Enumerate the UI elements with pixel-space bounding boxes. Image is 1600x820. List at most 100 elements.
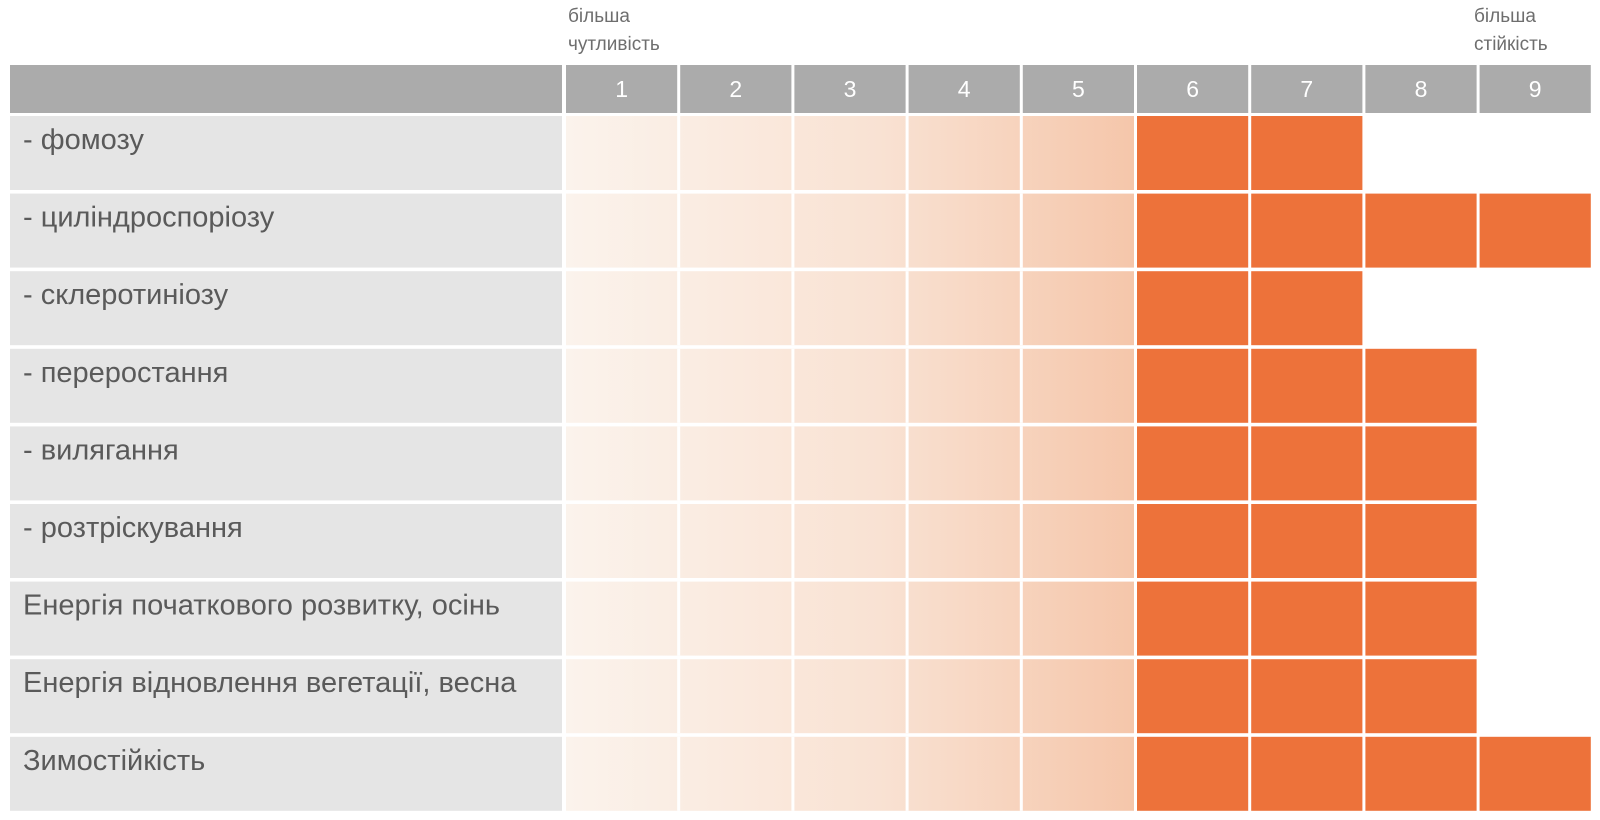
row-label: Енергія початкового розвитку, осінь: [23, 590, 500, 622]
rating-cell-7: [1251, 193, 1363, 268]
row-label-cell: [10, 581, 562, 656]
rating-cell-7: [1251, 271, 1363, 346]
row-gradient-separator: [677, 426, 681, 501]
header-cell-5: [1022, 65, 1134, 113]
row-gradient: [566, 348, 1134, 423]
rating-cell-7: [1251, 659, 1363, 734]
row-label: Енергія відновлення вегетації, весна: [23, 667, 517, 699]
row-label: - циліндроспоріозу: [23, 202, 275, 234]
rating-cell-9: [1479, 736, 1591, 811]
note-right-line2: стійкість: [1474, 34, 1548, 55]
row-label: - фомозу: [23, 124, 144, 156]
row-gradient-separator: [1019, 581, 1023, 656]
scale-label-5: 5: [1072, 76, 1085, 102]
row-label-cell: [10, 504, 562, 578]
row-gradient-separator: [677, 116, 681, 190]
row-gradient-separator: [905, 116, 909, 190]
row-gradient-separator: [677, 271, 681, 346]
rating-cell-7: [1251, 426, 1363, 501]
row-label-cell: [10, 348, 562, 423]
row-gradient: [566, 426, 1134, 501]
row-gradient-separator: [905, 348, 909, 423]
note-right-line1: більша: [1474, 6, 1536, 27]
row-label-cell: [10, 659, 562, 734]
header-label-cell: [10, 65, 562, 113]
rating-cell-8: [1365, 504, 1477, 578]
rating-cell-7: [1251, 581, 1363, 656]
rating-cell-8: [1365, 659, 1477, 734]
row-label-cell: [10, 426, 562, 501]
row-gradient-separator: [791, 426, 795, 501]
rating-cell-8: [1365, 348, 1477, 423]
header-cell-8: [1365, 65, 1477, 113]
row-gradient-separator: [791, 116, 795, 190]
row-gradient-separator: [905, 581, 909, 656]
row-gradient-separator: [905, 736, 909, 811]
row-gradient-separator: [1019, 271, 1023, 346]
row-label: - розтріскування: [23, 512, 243, 544]
row-label-cell: [10, 193, 562, 268]
row-gradient: [566, 659, 1134, 734]
row-gradient-separator: [791, 348, 795, 423]
scale-label-9: 9: [1529, 76, 1542, 102]
scale-label-1: 1: [615, 76, 628, 102]
rating-cell-7: [1251, 736, 1363, 811]
row-gradient-separator: [677, 581, 681, 656]
row-gradient-separator: [905, 193, 909, 268]
note-more-sensitivity: більша чутливість: [568, 3, 660, 59]
header-cell-3: [794, 65, 906, 113]
row-gradient-separator: [791, 659, 795, 734]
rating-cell-9: [1479, 193, 1591, 268]
scale-label-2: 2: [729, 76, 742, 102]
note-more-resistance: більша стійкість: [1474, 3, 1548, 59]
rating-cell-6: [1137, 504, 1249, 578]
rating-cell-6: [1137, 271, 1249, 346]
row-gradient-separator: [905, 271, 909, 346]
rating-cell-6: [1137, 193, 1249, 268]
row-gradient-separator: [791, 504, 795, 578]
row-gradient-separator: [1019, 193, 1023, 268]
rating-cell-6: [1137, 426, 1249, 501]
rating-cell-7: [1251, 116, 1363, 190]
row-gradient: [566, 504, 1134, 578]
rating-cell-7: [1251, 348, 1363, 423]
note-left-line2: чутливість: [568, 34, 660, 55]
scale-label-7: 7: [1300, 76, 1313, 102]
rating-cell-6: [1137, 659, 1249, 734]
row-gradient-separator: [677, 736, 681, 811]
row-gradient: [566, 193, 1134, 268]
row-gradient-separator: [1019, 348, 1023, 423]
row-label-cell: [10, 116, 562, 190]
row-gradient-separator: [677, 504, 681, 578]
row-gradient-separator: [791, 736, 795, 811]
row-gradient-separator: [905, 426, 909, 501]
row-gradient-separator: [677, 193, 681, 268]
note-left-line1: більша: [568, 6, 630, 27]
header-cell-4: [908, 65, 1020, 113]
row-label-cell: [10, 271, 562, 346]
header-cell-1: [566, 65, 678, 113]
scale-label-3: 3: [844, 76, 857, 102]
row-gradient-separator: [677, 348, 681, 423]
rating-cell-6: [1137, 736, 1249, 811]
row-gradient-separator: [905, 659, 909, 734]
row-label: - склеротиніозу: [23, 279, 229, 311]
row-gradient-separator: [1019, 736, 1023, 811]
rating-cell-7: [1251, 504, 1363, 578]
row-gradient-separator: [791, 193, 795, 268]
header-cell-6: [1137, 65, 1249, 113]
rating-cell-8: [1365, 736, 1477, 811]
row-gradient-separator: [1019, 504, 1023, 578]
row-label-cell: [10, 736, 562, 811]
row-label: Зимостійкість: [23, 745, 205, 777]
row-gradient-separator: [1019, 659, 1023, 734]
row-gradient-separator: [677, 659, 681, 734]
row-label: - переростання: [23, 357, 228, 389]
header-cell-9: [1479, 65, 1591, 113]
row-gradient: [566, 271, 1134, 346]
rating-cell-8: [1365, 581, 1477, 656]
rating-cell-8: [1365, 426, 1477, 501]
row-gradient: [566, 736, 1134, 811]
row-gradient-separator: [791, 271, 795, 346]
